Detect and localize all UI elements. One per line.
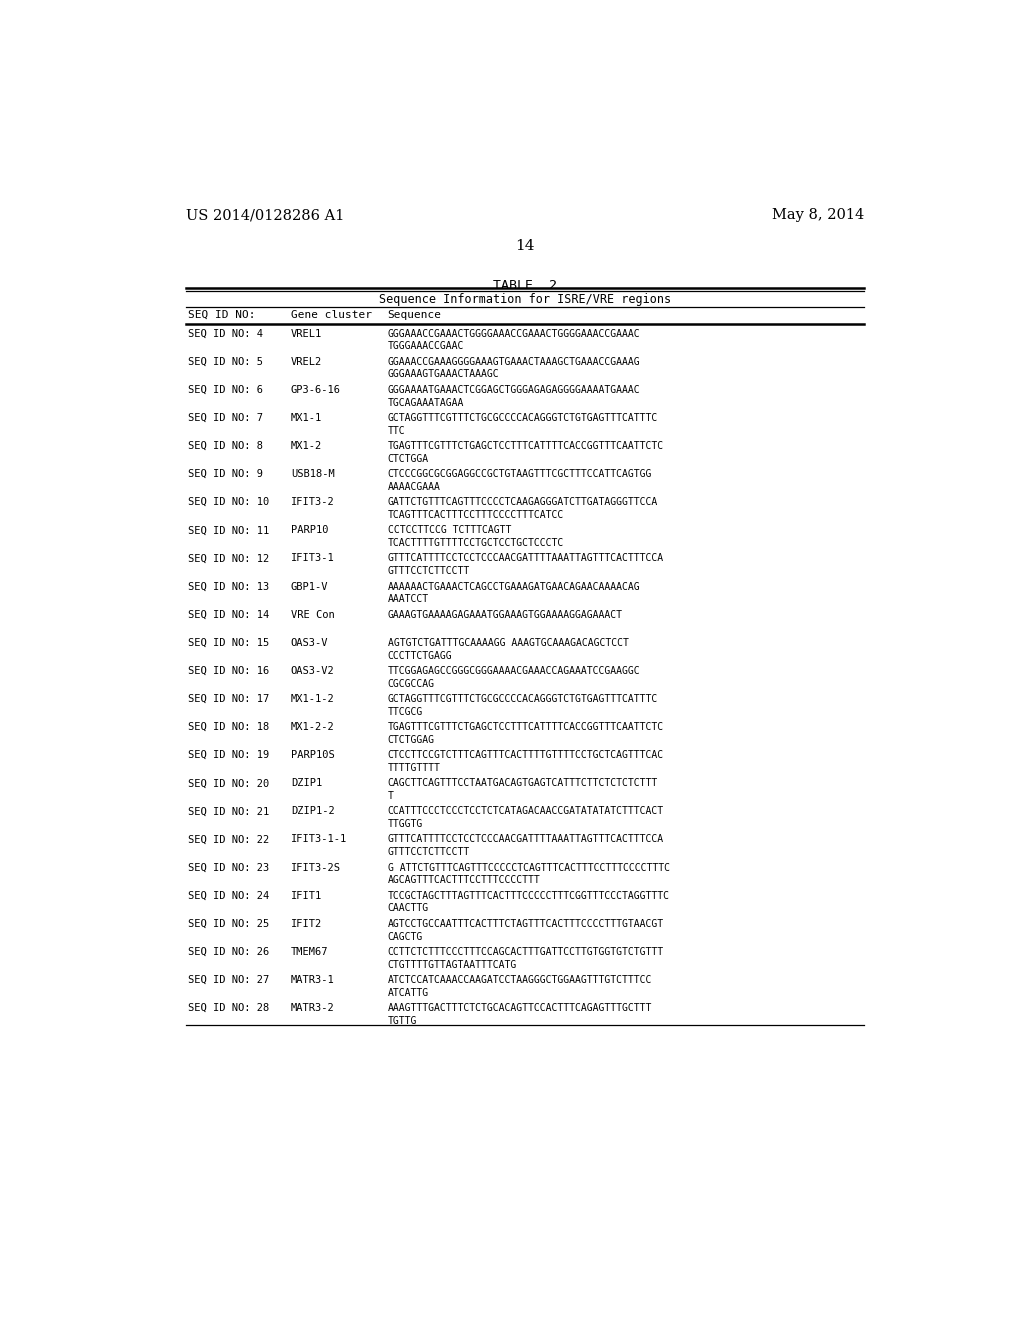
Text: SEQ ID NO: 28: SEQ ID NO: 28 <box>188 1003 269 1012</box>
Text: AAAAAACTGAAACTCAGCCTGAAAGATGAACAGAACAAAACAG
AAATCCT: AAAAAACTGAAACTCAGCCTGAAAGATGAACAGAACAAAA… <box>388 582 640 605</box>
Text: SEQ ID NO: 9: SEQ ID NO: 9 <box>188 469 263 479</box>
Text: TGAGTTTCGTTTCTGAGCTCCTTTCATTTTCACCGGTTTCAATTCTC
CTCTGGAG: TGAGTTTCGTTTCTGAGCTCCTTTCATTTTCACCGGTTTC… <box>388 722 664 744</box>
Text: MATR3-1: MATR3-1 <box>291 975 335 985</box>
Text: CTCCCGGCGCGGAGGCCGCTGTAAGTTTCGCTTTCCATTCAGTGG
AAAACGAAA: CTCCCGGCGCGGAGGCCGCTGTAAGTTTCGCTTTCCATTC… <box>388 469 652 492</box>
Text: SEQ ID NO: 18: SEQ ID NO: 18 <box>188 722 269 733</box>
Text: PARP10S: PARP10S <box>291 750 335 760</box>
Text: SEQ ID NO: 16: SEQ ID NO: 16 <box>188 665 269 676</box>
Text: SEQ ID NO: 12: SEQ ID NO: 12 <box>188 553 269 564</box>
Text: CTCCTTCCGTCTTTCAGTTTCACTTTTGTTTTCCTGCTCAGTTTCAC
TTTTGTTTT: CTCCTTCCGTCTTTCAGTTTCACTTTTGTTTTCCTGCTCA… <box>388 750 664 774</box>
Text: GBP1-V: GBP1-V <box>291 582 329 591</box>
Text: MX1-2: MX1-2 <box>291 441 322 451</box>
Text: VREL1: VREL1 <box>291 329 322 338</box>
Text: SEQ ID NO: 22: SEQ ID NO: 22 <box>188 834 269 845</box>
Text: IFIT2: IFIT2 <box>291 919 322 929</box>
Text: GP3-6-16: GP3-6-16 <box>291 385 341 395</box>
Text: AGTGTCTGATTTGCAAAAGG AAAGTGCAAAGACAGCTCCT
CCCTTCTGAGG: AGTGTCTGATTTGCAAAAGG AAAGTGCAAAGACAGCTCC… <box>388 638 629 660</box>
Text: GCTAGGTTTCGTTTCTGCGCCCCACAGGGTCTGTGAGTTTCATTTC
TTCGCG: GCTAGGTTTCGTTTCTGCGCCCCACAGGGTCTGTGAGTTT… <box>388 694 657 717</box>
Text: GGAAACCGAAAGGGGAAAGTGAAACTAAAGCTGAAACCGAAAG
GGGAAAGTGAAACTAAAGC: GGAAACCGAAAGGGGAAAGTGAAACTAAAGCTGAAACCGA… <box>388 356 640 379</box>
Text: GGGAAAATGAAACTCGGAGCTGGGAGAGAGGGGAAAATGAAAC
TGCAGAAATAGAA: GGGAAAATGAAACTCGGAGCTGGGAGAGAGGGGAAAATGA… <box>388 385 640 408</box>
Text: TABLE  2: TABLE 2 <box>493 280 557 292</box>
Text: USB18-M: USB18-M <box>291 469 335 479</box>
Text: GCTAGGTTTCGTTTCTGCGCCCCACAGGGTCTGTGAGTTTCATTTC
TTC: GCTAGGTTTCGTTTCTGCGCCCCACAGGGTCTGTGAGTTT… <box>388 413 657 436</box>
Text: TCCGCTAGCTTTAGTTTCACTTTCCCCCTTTCGGTTTCCCTAGGTTTC
CAACTTG: TCCGCTAGCTTTAGTTTCACTTTCCCCCTTTCGGTTTCCC… <box>388 891 670 913</box>
Text: MX1-2-2: MX1-2-2 <box>291 722 335 733</box>
Text: May 8, 2014: May 8, 2014 <box>772 209 864 223</box>
Text: IFIT3-1-1: IFIT3-1-1 <box>291 834 347 845</box>
Text: OAS3-V2: OAS3-V2 <box>291 665 335 676</box>
Text: SEQ ID NO: 13: SEQ ID NO: 13 <box>188 582 269 591</box>
Text: GTTTCATTTTCCTCCTCCCAACGATTTTAAATTAGTTTCACTTTCCA
GTTTCCTCTTCCTT: GTTTCATTTTCCTCCTCCCAACGATTTTAAATTAGTTTCA… <box>388 553 664 577</box>
Text: SEQ ID NO: 26: SEQ ID NO: 26 <box>188 946 269 957</box>
Text: GTTTCATTTTCCTCCTCCCAACGATTTTAAATTAGTTTCACTTTCCA
GTTTCCTCTTCCTT: GTTTCATTTTCCTCCTCCCAACGATTTTAAATTAGTTTCA… <box>388 834 664 857</box>
Text: AAAGTTTGACTTTCTCTGCACAGTTCCACTTTCAGAGTTTGCTTT
TGTTG: AAAGTTTGACTTTCTCTGCACAGTTCCACTTTCAGAGTTT… <box>388 1003 652 1026</box>
Text: Sequence Information for ISRE/VRE regions: Sequence Information for ISRE/VRE region… <box>379 293 671 306</box>
Text: SEQ ID NO: 5: SEQ ID NO: 5 <box>188 356 263 367</box>
Text: AGTCCTGCCAATTTCACTTTCTAGTTTCACTTTCCCCTTTGTAACGT
CAGCTG: AGTCCTGCCAATTTCACTTTCTAGTTTCACTTTCCCCTTT… <box>388 919 664 941</box>
Text: US 2014/0128286 A1: US 2014/0128286 A1 <box>186 209 344 223</box>
Text: Sequence: Sequence <box>388 310 441 319</box>
Text: SEQ ID NO: 20: SEQ ID NO: 20 <box>188 779 269 788</box>
Text: MX1-1: MX1-1 <box>291 413 322 422</box>
Text: SEQ ID NO: 10: SEQ ID NO: 10 <box>188 498 269 507</box>
Text: GAAAGTGAAAAGAGAAATGGAAAGTGGAAAAGGAGAAACT: GAAAGTGAAAAGAGAAATGGAAAGTGGAAAAGGAGAAACT <box>388 610 623 619</box>
Text: SEQ ID NO: 14: SEQ ID NO: 14 <box>188 610 269 619</box>
Text: DZIP1: DZIP1 <box>291 779 322 788</box>
Text: SEQ ID NO: 17: SEQ ID NO: 17 <box>188 694 269 704</box>
Text: TMEM67: TMEM67 <box>291 946 329 957</box>
Text: DZIP1-2: DZIP1-2 <box>291 807 335 816</box>
Text: SEQ ID NO: 4: SEQ ID NO: 4 <box>188 329 263 338</box>
Text: MATR3-2: MATR3-2 <box>291 1003 335 1012</box>
Text: SEQ ID NO: 23: SEQ ID NO: 23 <box>188 862 269 873</box>
Text: TGAGTTTCGTTTCTGAGCTCCTTTCATTTTCACCGGTTTCAATTCTC
CTCTGGA: TGAGTTTCGTTTCTGAGCTCCTTTCATTTTCACCGGTTTC… <box>388 441 664 463</box>
Text: MX1-1-2: MX1-1-2 <box>291 694 335 704</box>
Text: SEQ ID NO: 11: SEQ ID NO: 11 <box>188 525 269 536</box>
Text: SEQ ID NO:: SEQ ID NO: <box>188 310 256 319</box>
Text: PARP10: PARP10 <box>291 525 329 536</box>
Text: TTCGGAGAGCCGGGCGGGAAAACGAAACCAGAAATCCGAAGGC
CGCGCCAG: TTCGGAGAGCCGGGCGGGAAAACGAAACCAGAAATCCGAA… <box>388 665 640 689</box>
Text: 14: 14 <box>515 239 535 253</box>
Text: SEQ ID NO: 7: SEQ ID NO: 7 <box>188 413 263 422</box>
Text: G ATTCTGTTTCAGTTTCCCCCTCAGTTTCACTTTCCTTTCCCCTTTC
AGCAGTTTCACTTTCCTTTCCCCTTT: G ATTCTGTTTCAGTTTCCCCCTCAGTTTCACTTTCCTTT… <box>388 862 670 886</box>
Text: CCATTTCCCTCCCTCCTCTCATAGACAACCGATATATATCTTTCACT
TTGGTG: CCATTTCCCTCCCTCCTCTCATAGACAACCGATATATATC… <box>388 807 664 829</box>
Text: ATCTCCATCAAACCAAGATCCTAAGGGCTGGAAGTTTGTCTTTCC
ATCATTG: ATCTCCATCAAACCAAGATCCTAAGGGCTGGAAGTTTGTC… <box>388 975 652 998</box>
Text: SEQ ID NO: 25: SEQ ID NO: 25 <box>188 919 269 929</box>
Text: CAGCTTCAGTTTCCTAATGACAGTGAGTCATTTCTTCTCTCTCTTT
T: CAGCTTCAGTTTCCTAATGACAGTGAGTCATTTCTTCTCT… <box>388 779 657 801</box>
Text: Gene cluster: Gene cluster <box>291 310 372 319</box>
Text: CCTTCTCTTTCCCTTTCCAGCACTTTGATTCCTTGTGGTGTCTGTTT
CTGTTTTGTTAGTAATTTCATG: CCTTCTCTTTCCCTTTCCAGCACTTTGATTCCTTGTGGTG… <box>388 946 664 970</box>
Text: VREL2: VREL2 <box>291 356 322 367</box>
Text: SEQ ID NO: 27: SEQ ID NO: 27 <box>188 975 269 985</box>
Text: OAS3-V: OAS3-V <box>291 638 329 648</box>
Text: CCTCCTTCCG TCTTTCAGTT
TCACTTTTGTTTTCCTGCTCCTGCTCCCTC: CCTCCTTCCG TCTTTCAGTT TCACTTTTGTTTTCCTGC… <box>388 525 564 548</box>
Text: SEQ ID NO: 6: SEQ ID NO: 6 <box>188 385 263 395</box>
Text: IFIT3-2: IFIT3-2 <box>291 498 335 507</box>
Text: GATTCTGTTTCAGTTTCCCCTCAAGAGGGATCTTGATAGGGTTCCA
TCAGTTTCACTTTCCTTTCCCCTTTCATCC: GATTCTGTTTCAGTTTCCCCTCAAGAGGGATCTTGATAGG… <box>388 498 657 520</box>
Text: SEQ ID NO: 8: SEQ ID NO: 8 <box>188 441 263 451</box>
Text: SEQ ID NO: 15: SEQ ID NO: 15 <box>188 638 269 648</box>
Text: GGGAAACCGAAACTGGGGAAACCGAAACTGGGGAAACCGAAAC
TGGGAAACCGAAC: GGGAAACCGAAACTGGGGAAACCGAAACTGGGGAAACCGA… <box>388 329 640 351</box>
Text: VRE Con: VRE Con <box>291 610 335 619</box>
Text: SEQ ID NO: 24: SEQ ID NO: 24 <box>188 891 269 900</box>
Text: IFIT1: IFIT1 <box>291 891 322 900</box>
Text: IFIT3-1: IFIT3-1 <box>291 553 335 564</box>
Text: SEQ ID NO: 21: SEQ ID NO: 21 <box>188 807 269 816</box>
Text: SEQ ID NO: 19: SEQ ID NO: 19 <box>188 750 269 760</box>
Text: IFIT3-2S: IFIT3-2S <box>291 862 341 873</box>
